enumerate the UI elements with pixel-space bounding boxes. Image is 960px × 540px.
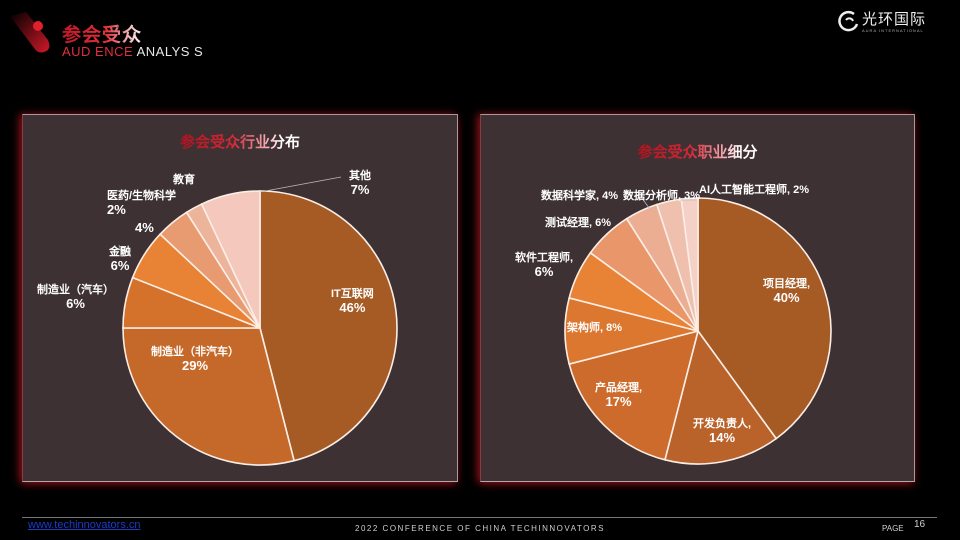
brand-logo-icon [10, 12, 50, 53]
footer-divider [22, 517, 937, 518]
conference-name: 2022 CONFERENCE OF CHINA TECHINNOVATORS [355, 524, 605, 533]
brand-ring-icon [838, 10, 859, 32]
pie-slice [568, 329, 700, 461]
industry-chart-panel: 参会受众行业分布 IT互联网 46% 制造业（非汽车） 29% 制造业（汽车） … [22, 114, 458, 482]
page-title: 参会受众 [62, 20, 142, 47]
pie-slice [663, 329, 778, 465]
label-project-manager: 项目经理, 40% [763, 278, 811, 305]
label-data-scientist: 数据科学家, 4% [541, 190, 619, 202]
industry-chart-title: 参会受众行业分布 [179, 134, 300, 151]
label-product-manager: 产品经理, 17% [595, 382, 643, 409]
label-architect: 架构师, 8% [567, 322, 623, 334]
leader-line [118, 244, 124, 258]
leader-line [640, 196, 654, 214]
company-brand: 光环国际 AURA INTERNATIONAL [834, 8, 946, 38]
label-other: 其他 7% [349, 170, 371, 197]
pie-slice [200, 190, 261, 329]
leader-line [259, 176, 342, 193]
page-number: 16 [914, 519, 926, 530]
label-it: IT互联网 46% [331, 288, 374, 315]
pie-slice [697, 197, 832, 440]
label-finance: 金融 6% [109, 246, 131, 273]
label-data-analyst: 数据分析师, 3% [623, 190, 701, 202]
pie-slice [680, 197, 699, 332]
label-test-manager: 测试经理, 6% [545, 217, 612, 229]
label-pharma: 医药/生物科学 2% [107, 190, 177, 217]
label-unnamed-4pct: 4% [135, 220, 154, 235]
role-chart-panel: 参会受众职业细分 项目经理, 40% 开发负责人, 14% 产品经理, 17% … [480, 114, 915, 482]
label-mfg-auto: 制造业（汽车） 6% [37, 284, 114, 311]
industry-pie-chart [118, 176, 398, 466]
page-subtitle: AUD ENCE ANALYS S [62, 44, 204, 59]
pie-slice [122, 327, 296, 466]
label-dev-lead: 开发负责人, 14% [693, 418, 752, 445]
role-pie-chart [564, 196, 832, 465]
label-education: 教育 [173, 174, 195, 186]
label-software-engineer: 软件工程师, 6% [515, 252, 574, 279]
role-chart-title: 参会受众职业细分 [637, 144, 758, 161]
brand-name-en: AURA INTERNATIONAL [862, 28, 924, 33]
label-mfg-non-auto: 制造业（非汽车） 29% [151, 346, 239, 373]
page-label: PAGE [882, 524, 904, 533]
pie-slice [259, 190, 398, 462]
website-link[interactable]: www.techinnovators.cn [28, 519, 141, 531]
label-ai-engineer: AI人工智能工程师, 2% [699, 184, 810, 196]
brand-name: 光环国际 [862, 11, 927, 28]
